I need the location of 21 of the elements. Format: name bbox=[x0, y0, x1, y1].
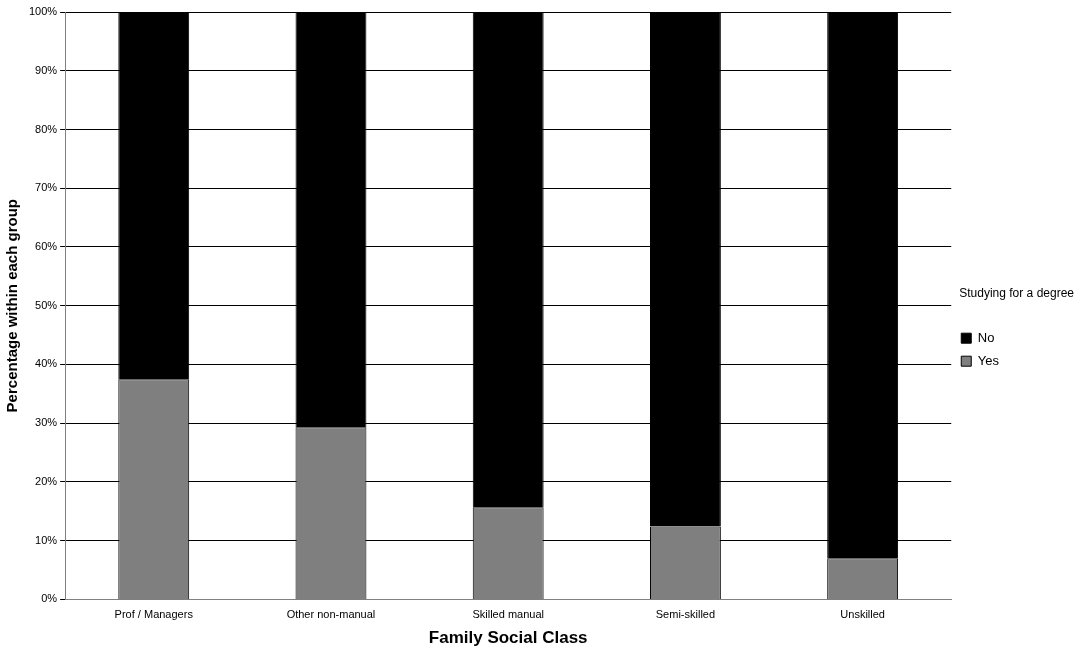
x-tick-label: Unskilled bbox=[840, 608, 885, 621]
x-tick-label: Semi-skilled bbox=[655, 608, 716, 621]
y-tick-label: 10% bbox=[35, 533, 58, 546]
x-tick-label: Skilled manual bbox=[472, 608, 544, 621]
y-tick-label: 80% bbox=[35, 122, 58, 135]
y-tick-label: 100% bbox=[28, 5, 58, 18]
y-tick-label: 50% bbox=[35, 298, 58, 311]
y-tick-label: 60% bbox=[35, 239, 58, 252]
x-axis-title: Family Social Class bbox=[428, 628, 588, 648]
x-tick-label: Other non-manual bbox=[286, 608, 376, 621]
y-tick-label: 40% bbox=[35, 357, 58, 370]
y-axis-title: Percentage within each group bbox=[3, 199, 21, 413]
y-tick-label: 0% bbox=[41, 592, 58, 605]
y-tick-label: 30% bbox=[35, 416, 58, 429]
y-tick-label: 90% bbox=[35, 63, 58, 76]
y-tick-label: 20% bbox=[35, 474, 58, 487]
x-tick-label: Prof / Managers bbox=[114, 608, 194, 621]
legend-label: No bbox=[977, 329, 995, 345]
legend-label: Yes bbox=[977, 352, 1000, 368]
y-tick-label: 70% bbox=[35, 181, 58, 194]
legend-title: Studying for a degree bbox=[959, 285, 1075, 300]
